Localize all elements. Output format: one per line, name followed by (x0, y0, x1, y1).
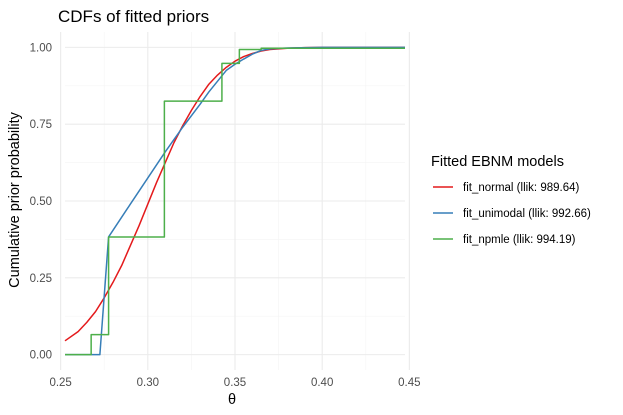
x-tick-label: 0.40 (311, 377, 333, 389)
y-tick-label: 0.75 (30, 119, 52, 131)
y-tick-label: 0.25 (30, 273, 52, 285)
x-axis-label: θ (228, 392, 236, 408)
x-tick-label: 0.35 (224, 377, 246, 389)
series-lines (64, 46, 405, 356)
y-tick-label: 0.00 (30, 350, 52, 362)
y-axis-label: Cumulative prior probability (7, 111, 23, 287)
legend-label-2: fit_npmle (llik: 994.19) (463, 234, 576, 246)
y-tick-label: 1.00 (30, 42, 52, 54)
y-tick-label: 0.50 (30, 196, 52, 208)
legend-label-0: fit_normal (llik: 989.64) (463, 182, 579, 194)
x-tick-label: 0.30 (137, 377, 159, 389)
x-axis-ticks: 0.25 0.30 0.35 0.40 0.45 (49, 377, 420, 389)
series-line-2 (65, 47, 405, 356)
legend-title: Fitted EBNM models (431, 154, 564, 170)
x-tick-label: 0.25 (49, 377, 71, 389)
chart-title: CDFs of fitted priors (58, 7, 209, 26)
grid (60, 32, 410, 370)
legend-label-1: fit_unimodal (llik: 992.66) (463, 208, 591, 220)
x-tick-label: 0.45 (398, 377, 420, 389)
legend: Fitted EBNM models fit_normal (llik: 989… (431, 154, 591, 246)
y-axis-ticks: 0.00 0.25 0.50 0.75 1.00 (30, 42, 52, 361)
